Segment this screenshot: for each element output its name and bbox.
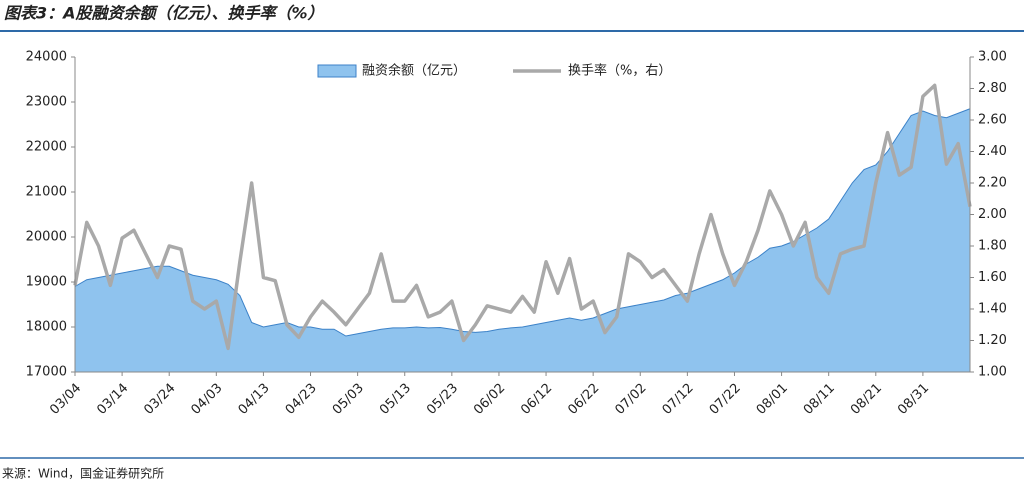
x-tick-label: 04/03 xyxy=(189,381,226,418)
x-tick-label: 06/22 xyxy=(565,381,602,418)
x-tick-label: 04/23 xyxy=(283,381,320,418)
x-tick-label: 05/23 xyxy=(424,381,461,418)
x-tick-label: 07/22 xyxy=(707,381,744,418)
turnover-line xyxy=(73,83,972,351)
balance-edge xyxy=(74,108,971,337)
x-tick-label: 08/21 xyxy=(848,381,885,418)
legend-label: 换手率（%，右） xyxy=(568,63,671,79)
y2-tick-label: 3.00 xyxy=(978,50,1007,65)
x-tick-label: 08/31 xyxy=(895,381,932,418)
x-tick-label: 03/14 xyxy=(94,381,131,418)
y2-tick-label: 1.60 xyxy=(978,270,1007,285)
y-tick-label: 20000 xyxy=(26,230,67,245)
y2-tick-label: 1.20 xyxy=(978,333,1007,348)
y2-tick-label: 1.40 xyxy=(978,302,1007,317)
y-tick-label: 23000 xyxy=(26,95,67,110)
x-tick-label: 03/24 xyxy=(141,381,178,418)
x-tick-label: 08/11 xyxy=(801,381,838,418)
y2-tick-label: 2.60 xyxy=(978,113,1007,128)
y2-tick-label: 2.20 xyxy=(978,176,1007,191)
x-tick-label: 07/12 xyxy=(660,381,697,418)
y-tick-label: 19000 xyxy=(26,275,67,290)
x-tick-label: 06/12 xyxy=(518,381,555,418)
x-tick-label: 05/13 xyxy=(377,381,414,418)
y-tick-label: 17000 xyxy=(26,365,67,380)
y-tick-label: 18000 xyxy=(26,320,67,335)
x-tick-label: 05/03 xyxy=(330,381,367,418)
source: 来源：Wind，国金证券研究所 xyxy=(2,466,164,481)
y-tick-label: 22000 xyxy=(26,140,67,155)
y-tick-label: 21000 xyxy=(26,185,67,200)
y2-tick-label: 1.00 xyxy=(978,365,1007,380)
x-tick-label: 03/04 xyxy=(47,381,84,418)
y2-tick-label: 2.00 xyxy=(978,207,1007,222)
x-tick-label: 06/02 xyxy=(471,381,508,418)
y2-tick-label: 1.80 xyxy=(978,239,1007,254)
chart-title: 图表3：A股融资余额（亿元）、换手率（%） xyxy=(4,4,324,23)
legend-swatch xyxy=(317,64,357,78)
y2-tick-label: 2.40 xyxy=(978,144,1007,159)
x-tick-label: 04/13 xyxy=(236,381,273,418)
legend-label: 融资余额（亿元） xyxy=(362,63,466,79)
x-tick-label: 08/01 xyxy=(754,381,791,418)
y2-tick-label: 2.80 xyxy=(978,81,1007,96)
y-tick-label: 24000 xyxy=(26,50,67,65)
x-tick-label: 07/02 xyxy=(612,381,649,418)
balance-area xyxy=(75,108,970,372)
